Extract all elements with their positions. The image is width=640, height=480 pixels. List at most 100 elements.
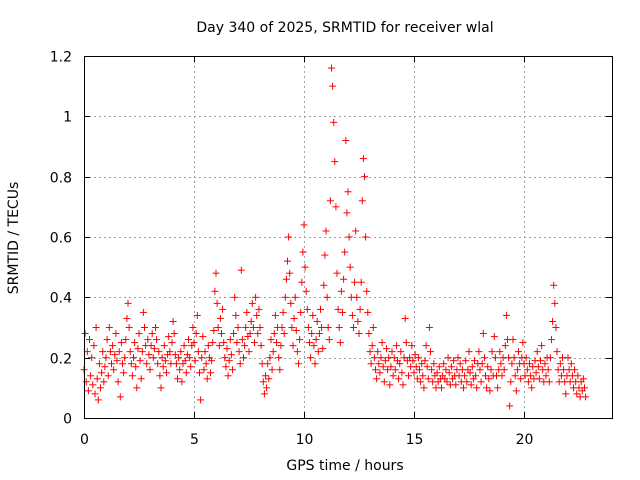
data-point: [152, 324, 159, 331]
data-point: [277, 342, 285, 350]
data-point: [467, 381, 475, 389]
data-point: [159, 363, 167, 371]
data-point: [204, 342, 212, 350]
data-point: [264, 360, 272, 368]
data-point: [398, 369, 406, 377]
data-point: [391, 366, 399, 374]
data-point: [157, 384, 165, 392]
data-point: [532, 369, 540, 377]
data-point: [132, 363, 140, 371]
data-point: [150, 345, 158, 353]
data-point: [537, 357, 544, 365]
data-point: [307, 354, 315, 362]
data-point: [209, 339, 217, 347]
data-point: [236, 360, 244, 368]
data-point: [381, 357, 389, 365]
data-point: [130, 354, 137, 362]
data-point: [232, 311, 240, 319]
data-point: [280, 330, 288, 338]
data-point: [263, 384, 271, 392]
data-point: [486, 387, 494, 395]
data-point: [482, 372, 489, 380]
data-point: [544, 366, 552, 374]
data-point: [240, 354, 247, 362]
data-point: [101, 363, 109, 371]
data-point: [484, 363, 492, 371]
data-point: [270, 330, 278, 338]
x-tick-label: 5: [190, 432, 199, 448]
data-point: [472, 372, 480, 380]
data-point: [282, 275, 290, 283]
data-point: [88, 354, 96, 362]
data-point: [312, 336, 320, 344]
data-point: [450, 357, 458, 365]
data-point: [480, 354, 488, 362]
data-point: [331, 158, 339, 166]
data-point: [180, 342, 188, 350]
data-point: [108, 360, 115, 368]
data-point: [181, 357, 189, 365]
data-point: [141, 324, 148, 331]
data-point: [463, 378, 471, 386]
data-point: [113, 357, 121, 365]
data-point: [246, 330, 254, 338]
data-point: [377, 354, 385, 362]
points-layer: [80, 64, 590, 410]
data-point: [105, 324, 113, 331]
data-point: [343, 209, 351, 217]
data-point: [149, 354, 157, 362]
data-point: [220, 339, 228, 347]
data-point: [104, 372, 112, 380]
data-point: [136, 357, 144, 365]
data-point: [153, 336, 161, 344]
data-point: [375, 360, 383, 368]
data-point: [406, 354, 414, 362]
data-point: [148, 330, 156, 338]
data-point: [110, 366, 118, 374]
data-point: [273, 339, 280, 347]
data-point: [545, 378, 553, 386]
data-point: [84, 387, 92, 395]
data-point: [212, 269, 220, 277]
data-point: [421, 357, 429, 365]
data-point: [337, 287, 345, 295]
data-point: [478, 360, 486, 368]
data-point: [396, 360, 404, 368]
data-point: [574, 372, 582, 380]
data-point: [356, 305, 364, 313]
data-point: [121, 354, 129, 362]
data-point: [102, 354, 110, 362]
data-point: [476, 366, 484, 374]
data-point: [257, 342, 265, 350]
data-point: [368, 342, 376, 350]
data-point: [405, 372, 412, 380]
data-point: [199, 333, 207, 341]
data-point: [376, 369, 384, 377]
data-point: [423, 363, 431, 371]
data-point: [82, 378, 90, 386]
data-point: [169, 317, 177, 325]
data-point: [511, 372, 519, 380]
data-point: [295, 360, 302, 368]
data-point: [178, 378, 186, 386]
data-point: [187, 363, 195, 371]
data-point: [326, 197, 334, 205]
data-point: [452, 381, 460, 389]
data-point: [158, 354, 166, 362]
data-point: [156, 372, 164, 380]
data-point: [119, 360, 126, 368]
data-point: [147, 342, 155, 350]
data-point: [374, 348, 382, 356]
data-point: [170, 330, 178, 338]
data-point: [389, 372, 397, 380]
y-tick-label: 1: [63, 110, 72, 126]
data-point: [197, 396, 205, 404]
data-point: [93, 375, 101, 383]
data-point: [370, 354, 378, 362]
data-point: [519, 339, 527, 347]
data-point: [234, 324, 242, 331]
data-point: [223, 345, 231, 353]
data-point: [193, 311, 201, 319]
data-point: [571, 366, 579, 374]
data-point: [528, 384, 536, 392]
